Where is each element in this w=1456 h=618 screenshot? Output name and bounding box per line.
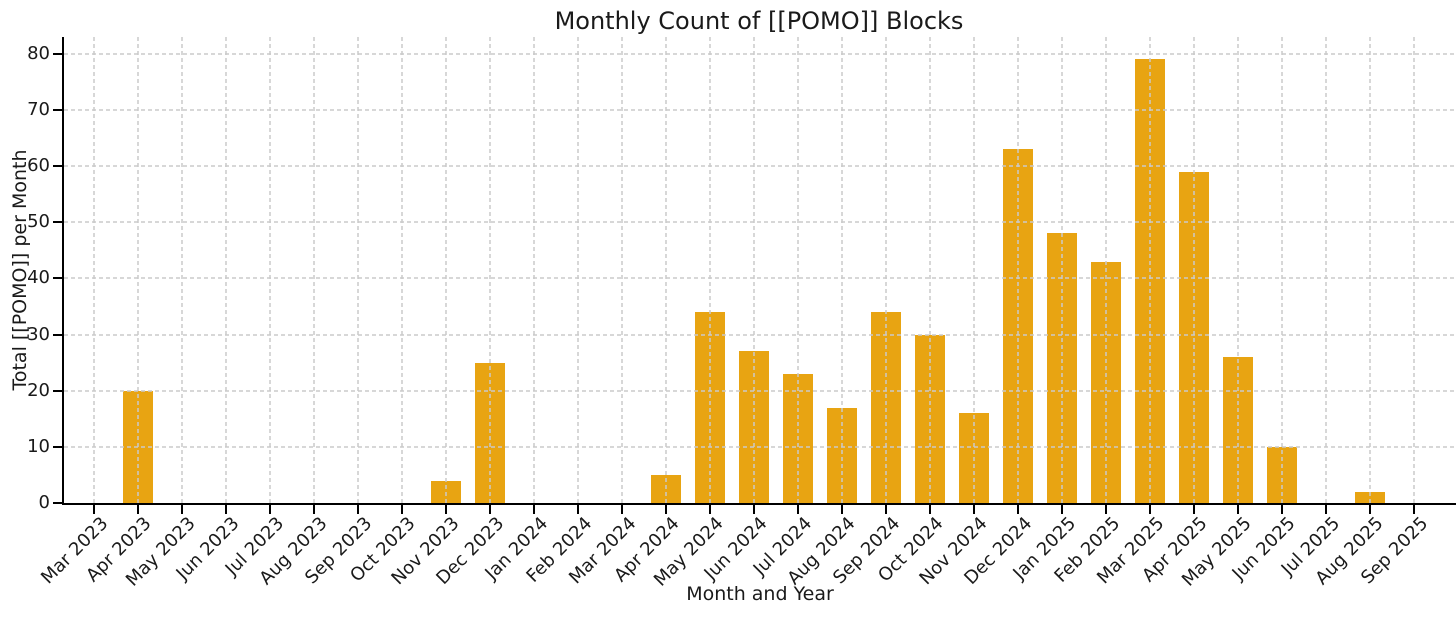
- y-tick-label: 70: [27, 98, 50, 120]
- x-tick: [1281, 505, 1283, 514]
- y-tick-label: 60: [27, 155, 50, 177]
- bar: [651, 474, 681, 503]
- chart-title: Monthly Count of [[POMO]] Blocks: [554, 7, 964, 35]
- x-gridline: [665, 37, 667, 503]
- x-tick: [973, 505, 975, 514]
- bar: [827, 407, 857, 503]
- y-gridline: [64, 108, 1456, 111]
- x-gridline: [401, 37, 403, 503]
- x-gridline: [577, 37, 579, 503]
- x-tick: [533, 505, 535, 514]
- bar: [475, 362, 505, 503]
- x-gridline: [181, 37, 183, 503]
- x-axis-label: Month and Year: [686, 583, 834, 605]
- bar: [1003, 149, 1033, 503]
- x-tick: [1149, 505, 1151, 514]
- y-tick: [53, 108, 62, 111]
- x-tick: [1237, 505, 1239, 514]
- y-tick-label: 20: [27, 379, 50, 401]
- x-tick: [577, 505, 579, 514]
- y-gridline: [64, 221, 1456, 224]
- bar: [431, 480, 461, 503]
- x-tick: [709, 505, 711, 514]
- bar: [695, 312, 725, 503]
- x-tick: [137, 505, 139, 514]
- bar: [123, 390, 153, 503]
- bar: [959, 413, 989, 503]
- x-tick: [1061, 505, 1063, 514]
- x-tick: [1193, 505, 1195, 514]
- y-tick-label: 0: [38, 492, 50, 513]
- x-gridline: [1369, 37, 1371, 503]
- x-gridline: [1325, 37, 1327, 503]
- y-gridline: [64, 165, 1456, 168]
- x-gridline: [225, 37, 227, 503]
- x-tick: [1105, 505, 1107, 514]
- x-gridline: [269, 37, 271, 503]
- x-tick: [665, 505, 667, 514]
- bar: [1179, 171, 1209, 503]
- y-tick: [53, 277, 62, 280]
- x-gridline: [357, 37, 359, 503]
- x-tick: [313, 505, 315, 514]
- bar: [1047, 233, 1077, 503]
- bar: [783, 373, 813, 503]
- bar: [1355, 491, 1385, 503]
- y-tick-label: 40: [27, 267, 50, 289]
- x-gridline: [1281, 37, 1283, 503]
- y-tick-label: 80: [27, 42, 50, 64]
- x-gridline: [445, 37, 447, 503]
- x-tick: [885, 505, 887, 514]
- x-gridline: [621, 37, 623, 503]
- y-tick: [53, 333, 62, 336]
- x-tick: [1413, 505, 1415, 514]
- x-tick: [269, 505, 271, 514]
- y-tick: [53, 52, 62, 55]
- bar: [1267, 446, 1297, 503]
- bar: [1135, 59, 1165, 503]
- y-tick-label: 10: [27, 435, 50, 457]
- y-tick-label: 50: [27, 211, 50, 233]
- x-tick: [841, 505, 843, 514]
- x-gridline: [533, 37, 535, 503]
- x-tick: [797, 505, 799, 514]
- bar: [1223, 357, 1253, 503]
- x-tick: [357, 505, 359, 514]
- x-tick: [621, 505, 623, 514]
- x-tick: [401, 505, 403, 514]
- x-tick: [225, 505, 227, 514]
- x-tick: [489, 505, 491, 514]
- y-tick: [53, 389, 62, 392]
- x-tick: [1017, 505, 1019, 514]
- x-gridline: [1413, 37, 1415, 503]
- bar: [1091, 261, 1121, 503]
- bar: [915, 334, 945, 503]
- bar: [871, 312, 901, 503]
- y-tick: [53, 502, 62, 504]
- x-tick: [93, 505, 95, 514]
- x-tick: [1325, 505, 1327, 514]
- x-tick: [1369, 505, 1371, 514]
- y-tick: [53, 165, 62, 168]
- y-tick-label: 30: [27, 323, 50, 345]
- x-gridline: [93, 37, 95, 503]
- x-gridline: [313, 37, 315, 503]
- y-gridline: [64, 52, 1456, 55]
- x-tick: [929, 505, 931, 514]
- plot-area: Month and Year Total [[POMO]] per Month …: [9, 37, 1456, 605]
- y-gridline: [64, 333, 1456, 336]
- x-tick: [181, 505, 183, 514]
- x-tick: [753, 505, 755, 514]
- y-tick: [53, 445, 62, 448]
- bar: [739, 351, 769, 503]
- y-tick: [53, 221, 62, 224]
- x-tick: [445, 505, 447, 514]
- y-gridline: [64, 277, 1456, 280]
